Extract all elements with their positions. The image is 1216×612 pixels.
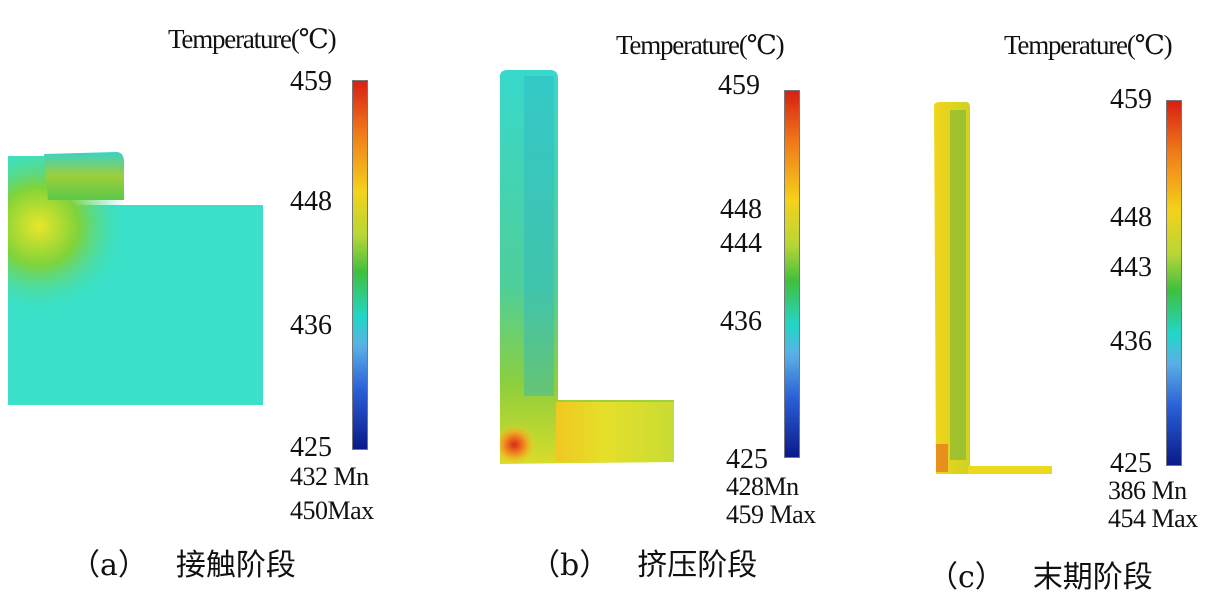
temperature-field-final (934, 102, 1052, 474)
caption-text: 接触阶段 (175, 548, 296, 583)
tick-label: 425 (290, 432, 332, 463)
panel-extrusion-stage: Temperature(℃) 459 448 444 436 425 428Mn… (430, 0, 850, 612)
tick-label: 436 (290, 310, 332, 341)
max-value: 450 (290, 496, 328, 525)
caption-id: （c） (928, 560, 1005, 595)
tick-label: 448 (290, 186, 332, 217)
tick-label: 436 (720, 306, 762, 337)
caption-id: （a） (70, 548, 148, 583)
min-readout: 428Mn (726, 474, 799, 500)
caption-id: （b） (530, 548, 610, 583)
panel-final-stage: Temperature(℃) 459 448 443 436 425 386 M… (870, 0, 1216, 612)
panel-contact-stage: Temperature(℃) 459 448 436 425 432 Mn 45… (0, 0, 420, 612)
max-value: 459 (726, 500, 764, 529)
temperature-field-contact (8, 152, 263, 406)
min-readout: 386 Mn (1108, 478, 1187, 504)
colorbar-title: Temperature(℃) (616, 30, 785, 60)
temperature-colorbar (352, 80, 368, 450)
tick-label: 448 (1110, 202, 1152, 233)
tick-label: 448 (720, 194, 762, 225)
min-value: 386 (1108, 476, 1146, 505)
max-label: Max (327, 496, 375, 525)
caption-text: 挤压阶段 (637, 548, 758, 583)
caption-c: （c） 末期阶段 (928, 552, 1153, 596)
min-value: 428 (726, 472, 764, 501)
caption-text: 末期阶段 (1032, 560, 1153, 595)
tick-label: 459 (718, 70, 760, 101)
temperature-colorbar (1166, 100, 1182, 466)
min-label: Mn (763, 472, 800, 501)
max-label: Max (1151, 504, 1199, 533)
caption-b: （b） 挤压阶段 (530, 540, 757, 584)
temperature-colorbar (784, 90, 800, 458)
max-readout: 454 Max (1108, 506, 1198, 532)
temperature-field-extrusion (500, 70, 674, 464)
caption-a: （a） 接触阶段 (70, 540, 296, 584)
max-label: Max (769, 500, 817, 529)
max-readout: 459 Max (726, 502, 816, 528)
max-readout: 450Max (290, 498, 374, 524)
min-label: Mn (333, 462, 370, 491)
tick-label: 444 (720, 228, 762, 259)
tick-label: 459 (1110, 84, 1152, 115)
tick-label: 425 (726, 444, 768, 475)
min-readout: 432 Mn (290, 464, 369, 490)
tick-label: 436 (1110, 326, 1152, 357)
min-value: 432 (290, 462, 328, 491)
max-value: 454 (1108, 504, 1146, 533)
min-label: Mn (1151, 476, 1188, 505)
tick-label: 425 (1110, 448, 1152, 479)
colorbar-title: Temperature(℃) (168, 24, 337, 54)
colorbar-title: Temperature(℃) (1004, 30, 1173, 60)
tick-label: 443 (1110, 252, 1152, 283)
tick-label: 459 (290, 66, 332, 97)
